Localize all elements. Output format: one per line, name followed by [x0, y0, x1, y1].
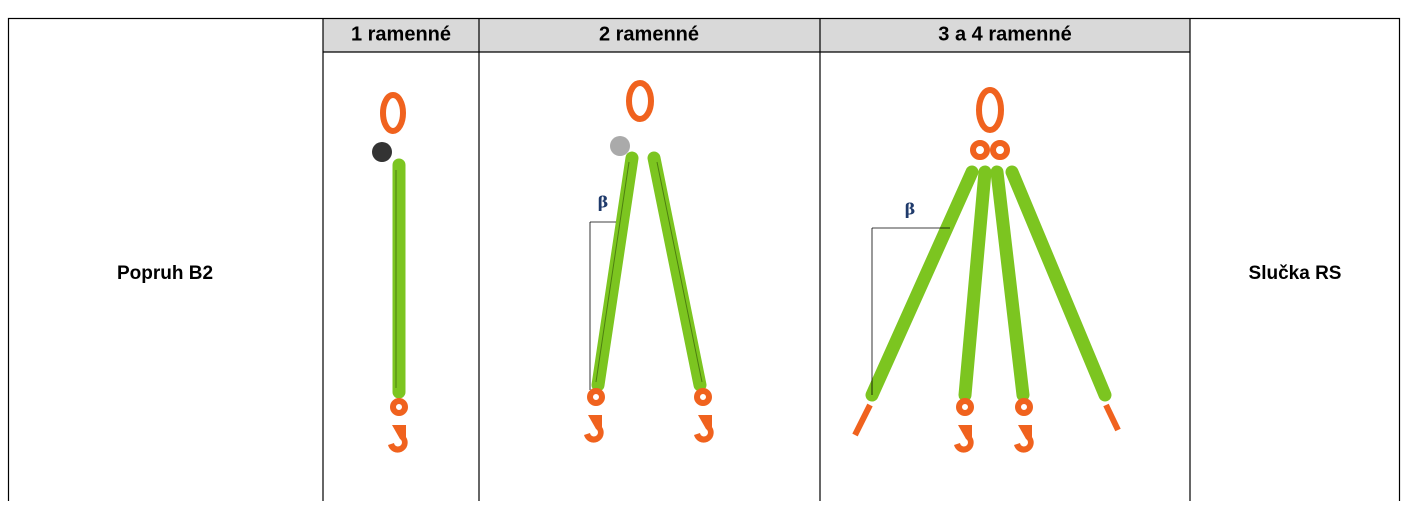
- sling-2-leg: β: [584, 80, 714, 443]
- table-grid: [7, 17, 1401, 506]
- sling-1-leg: [372, 92, 408, 453]
- column-header: 1 ramenné: [351, 23, 451, 45]
- column-header: 3 a 4 ramenné: [938, 23, 1071, 45]
- sling-4-leg: β: [852, 87, 1121, 453]
- angle-label: β: [905, 200, 916, 219]
- angle-label: β: [598, 193, 609, 212]
- row-label: Popruh B2: [117, 263, 213, 284]
- column-header: 2 ramenné: [599, 23, 699, 45]
- row-label: Slučka RS: [1249, 263, 1342, 284]
- header-row: [323, 18, 1190, 52]
